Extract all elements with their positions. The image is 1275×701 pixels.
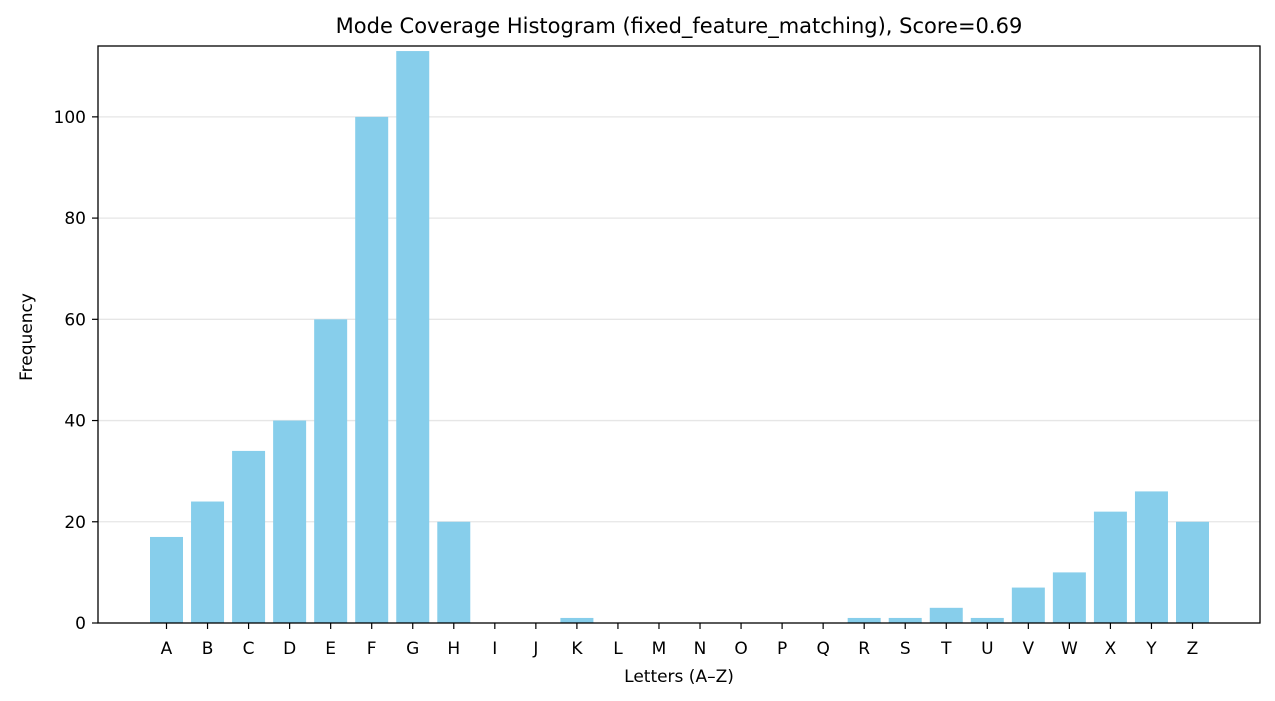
x-tick-label: I	[492, 639, 497, 659]
x-tick-label: V	[1023, 639, 1035, 659]
bar-u	[970, 617, 1004, 623]
bar-f	[355, 116, 389, 623]
y-tick-label: 60	[64, 310, 86, 330]
x-tick-label: R	[858, 639, 870, 659]
x-tick-label: M	[652, 639, 667, 659]
x-tick-label: J	[532, 639, 538, 659]
bar-a	[150, 536, 183, 623]
y-tick-label: 80	[64, 209, 86, 229]
x-tick-label: U	[981, 639, 993, 659]
plot-frame	[97, 45, 1261, 624]
x-tick-label: P	[777, 639, 787, 659]
y-axis-label: Frequency	[17, 293, 37, 381]
bar-r	[847, 617, 881, 623]
x-tick-label: L	[613, 639, 623, 659]
bar-b	[191, 501, 225, 623]
x-tick-label: G	[406, 639, 419, 659]
y-tick-label: 100	[54, 108, 86, 128]
bar-w	[1052, 572, 1086, 623]
x-tick-label: Z	[1187, 639, 1199, 659]
x-tick-label: D	[283, 639, 296, 659]
x-tick-label: Q	[816, 639, 829, 659]
bar-e	[314, 319, 348, 623]
bar-x	[1093, 511, 1127, 623]
y-axis-ticks: 0 20 40 60 80 100	[54, 108, 98, 634]
bar-v	[1011, 587, 1045, 623]
bars	[150, 51, 1209, 624]
x-tick-label: N	[694, 639, 707, 659]
bar-z	[1176, 521, 1209, 623]
x-tick-label: K	[571, 639, 583, 659]
x-tick-label: A	[161, 639, 173, 659]
y-tick-label: 0	[75, 614, 86, 634]
bar-d	[273, 420, 307, 623]
x-tick-label: F	[367, 639, 377, 659]
bar-y	[1134, 491, 1168, 623]
x-tick-label: T	[940, 639, 952, 659]
chart-title: Mode Coverage Histogram (fixed_feature_m…	[336, 14, 1023, 39]
x-tick-label: Y	[1145, 639, 1157, 659]
x-tick-label: B	[202, 639, 214, 659]
x-tick-label: X	[1105, 639, 1117, 659]
bar-c	[232, 450, 266, 623]
x-tick-label: H	[447, 639, 460, 659]
x-axis-ticks: A B C D E F G H I J K L M N O P Q R S T U V W X Y Z	[161, 623, 1199, 659]
x-tick-label: O	[734, 639, 747, 659]
x-tick-label: W	[1061, 639, 1078, 659]
bar-g	[396, 51, 430, 624]
bar-t	[929, 607, 963, 623]
y-tick-label: 40	[64, 412, 86, 432]
x-tick-label: C	[243, 639, 255, 659]
y-tick-label: 20	[64, 513, 86, 533]
x-tick-label: S	[900, 639, 911, 659]
x-tick-label: E	[325, 639, 336, 659]
bar-h	[437, 521, 471, 623]
bar-k	[560, 617, 594, 623]
bar-s	[888, 617, 922, 623]
x-axis-label: Letters (A–Z)	[624, 667, 734, 687]
